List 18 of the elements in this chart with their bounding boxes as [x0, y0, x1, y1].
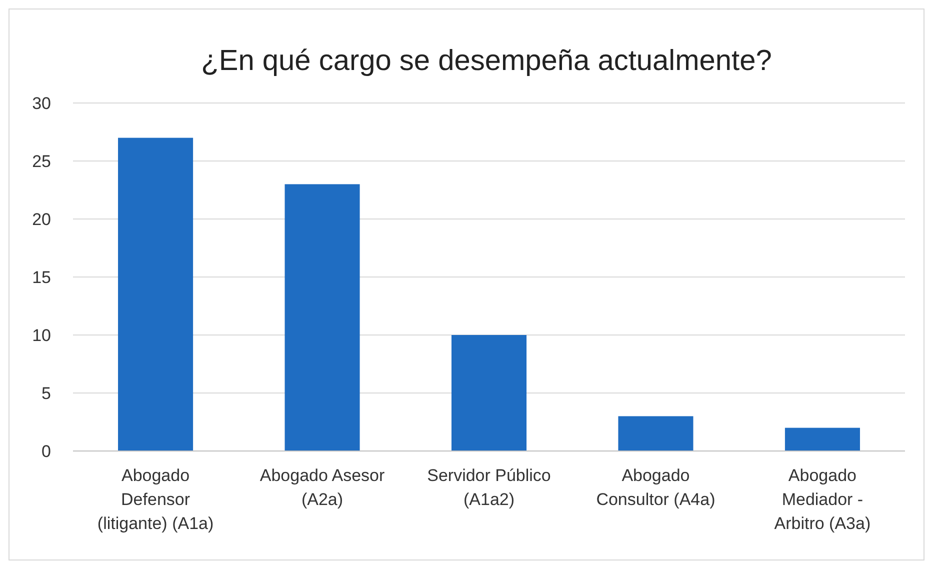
- bar: [451, 335, 527, 451]
- y-tick-label: 20: [32, 210, 51, 229]
- y-tick-label: 0: [42, 442, 51, 461]
- x-tick-label: Abogado Consultor (A4a): [596, 466, 716, 509]
- y-tick-label: 30: [32, 94, 51, 113]
- chart-title: ¿En qué cargo se desempeña actualmente?: [201, 45, 772, 77]
- y-tick-label: 10: [32, 326, 51, 345]
- bar: [284, 184, 360, 451]
- x-tick-label: Abogado Mediador - Arbitro (A3a): [774, 466, 871, 533]
- x-tick-label: Abogado Defensor (litigante) (A1a): [97, 466, 214, 533]
- y-tick-label: 5: [42, 384, 51, 403]
- y-tick-label: 25: [32, 152, 51, 171]
- x-tick-label: Abogado Asesor (A2a): [260, 466, 385, 509]
- bar: [784, 428, 860, 451]
- bar: [618, 416, 694, 451]
- y-tick-label: 15: [32, 268, 51, 287]
- bar: [118, 138, 194, 451]
- x-tick-label: Servidor Público (A1a2): [427, 466, 551, 509]
